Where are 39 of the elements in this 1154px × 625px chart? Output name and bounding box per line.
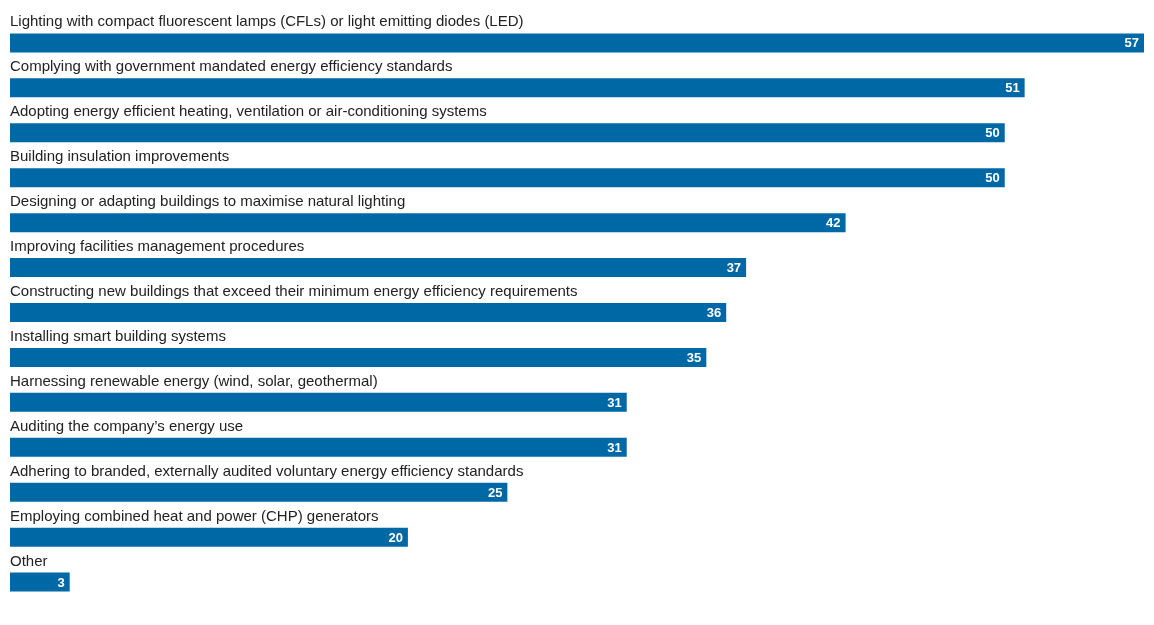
data-label: 3: [57, 574, 65, 590]
data-label: 50: [985, 170, 1000, 186]
y-tick-label: Other: [10, 551, 48, 569]
bar: [10, 482, 508, 502]
data-label: 25: [487, 484, 503, 500]
data-label: 37: [726, 260, 742, 276]
data-label: 36: [706, 305, 722, 320]
bar: [10, 123, 1005, 143]
bar: [10, 168, 1005, 188]
y-tick-label: Adopting energy efficient heating, ventilation or air-conditioning systems: [10, 102, 487, 120]
bar: [10, 437, 627, 457]
y-tick-label: Building insulation improvements: [10, 147, 230, 165]
bar: [10, 258, 747, 278]
bar: [10, 78, 1025, 98]
data-label: 31: [607, 394, 622, 410]
data-label: 57: [1124, 35, 1139, 51]
y-tick-label: Harnessing renewable energy (wind, solar, geothermal): [10, 371, 378, 389]
data-label: 35: [686, 349, 702, 365]
y-tick-label: Complying with government mandated energy efficiency standards: [10, 57, 453, 75]
data-label: 42: [826, 215, 841, 231]
y-tick-label: Constructing new buildings that exceed their minimum energy efficiency requirements: [10, 282, 578, 299]
bar: [10, 213, 846, 233]
bar: [10, 392, 627, 412]
data-label: 20: [388, 529, 403, 545]
bar: [10, 527, 408, 547]
bar: [10, 572, 70, 592]
y-tick-label: Improving facilities management procedures: [10, 237, 305, 255]
y-tick-label: Designing or adapting buildings to maximise natural lighting: [10, 192, 406, 210]
bar: [10, 33, 1144, 53]
data-label: 31: [607, 439, 622, 455]
y-tick-label: Lighting with compact fluorescent lamps (CFLs) or light emitting diodes (LED): [10, 12, 524, 30]
y-tick-label: Auditing the company’s energy use: [10, 416, 244, 434]
y-tick-label: Installing smart building systems: [10, 326, 226, 344]
y-tick-label: Employing combined heat and power (CHP) generators: [10, 506, 379, 524]
y-tick-label: Adhering to branded, externally audited voluntary energy efficiency standards: [10, 461, 524, 479]
bar: [10, 303, 727, 322]
data-label: 51: [1005, 80, 1020, 96]
data-label: 50: [985, 125, 1000, 141]
bar: [10, 347, 707, 367]
